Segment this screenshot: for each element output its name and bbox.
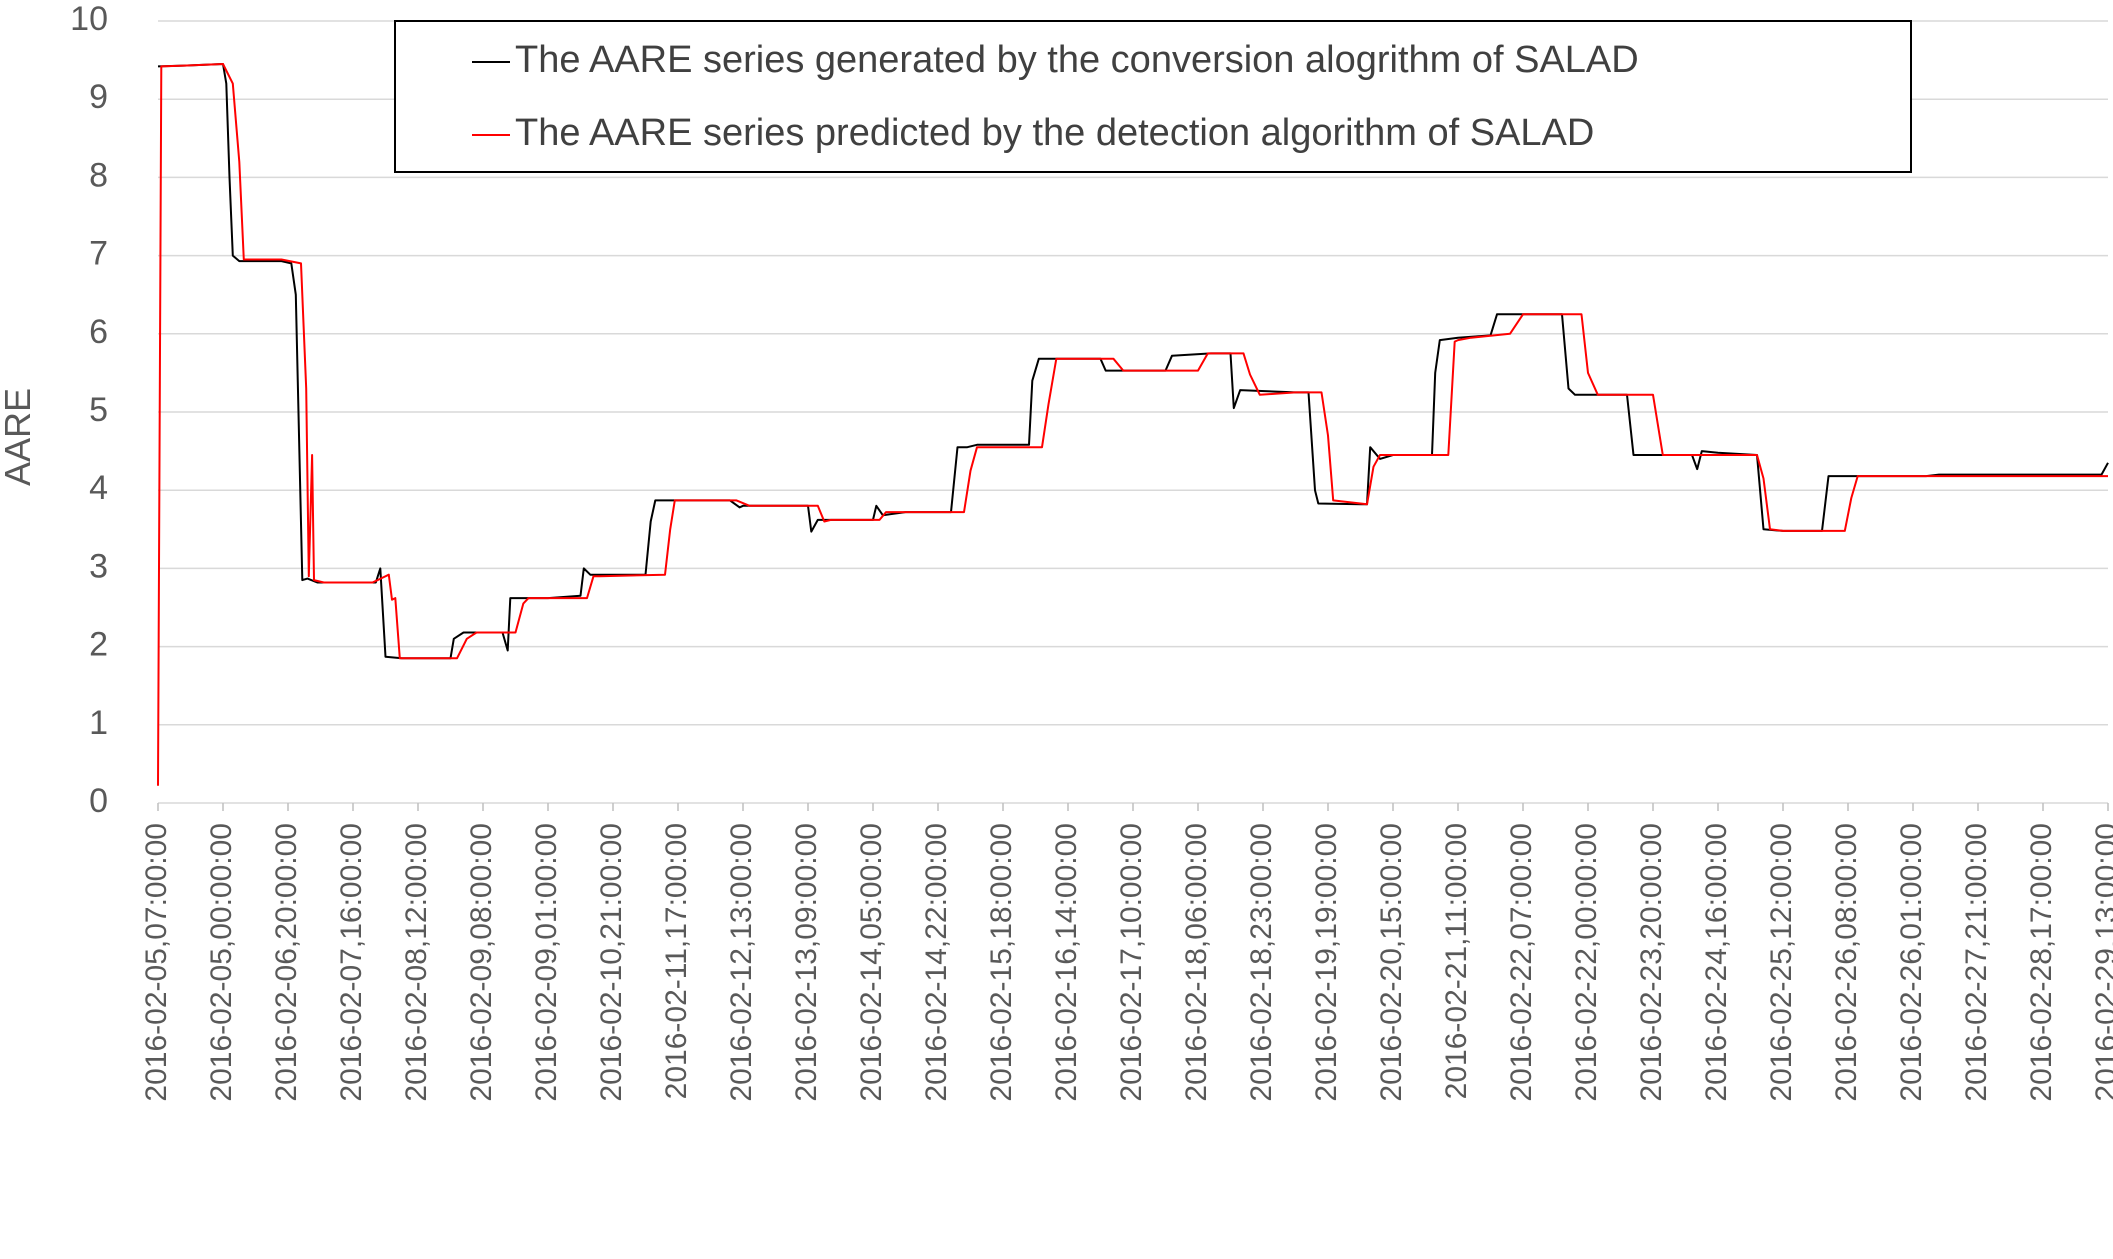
y-tick-label: 8	[89, 156, 108, 194]
y-tick-label: 4	[89, 469, 108, 507]
x-tick-label: 2016-02-18,06:00:00	[1180, 823, 1213, 1102]
x-tick-label: 2016-02-19,19:00:00	[1310, 823, 1343, 1102]
x-tick-label: 2016-02-10,21:00:00	[595, 823, 628, 1102]
legend-box	[394, 20, 1912, 173]
x-tick-label: 2016-02-27,21:00:00	[1960, 823, 1993, 1102]
y-tick-label: 7	[89, 235, 108, 273]
y-tick-label: 9	[89, 78, 108, 116]
x-tick-label: 2016-02-08,12:00:00	[400, 823, 433, 1102]
y-tick-label: 5	[89, 391, 108, 429]
x-tick-label: 2016-02-07,16:00:00	[335, 823, 368, 1102]
y-tick-label: 3	[89, 547, 108, 585]
y-tick-label: 10	[70, 0, 108, 38]
legend-label-conversion: The AARE series generated by the convers…	[515, 39, 1639, 81]
x-tick-label: 2016-02-24,16:00:00	[1700, 823, 1733, 1102]
x-tick-label: 2016-02-13,09:00:00	[790, 823, 823, 1102]
x-tick-label: 2016-02-14,05:00:00	[855, 823, 888, 1102]
x-tick-label: 2016-02-23,20:00:00	[1635, 823, 1668, 1102]
x-tick-label: 2016-02-05,07:00:00	[140, 823, 173, 1102]
series-line-conversion	[157, 63, 2109, 660]
x-tick-label: 2016-02-29,13:00:00	[2090, 823, 2113, 1102]
x-tick-label: 2016-02-26,01:00:00	[1895, 823, 1928, 1102]
x-tick-label: 2016-02-09,08:00:00	[465, 823, 498, 1102]
x-tick-label: 2016-02-12,13:00:00	[725, 823, 758, 1102]
x-tick-label: 2016-02-05,00:00:00	[205, 823, 238, 1102]
x-tick-label: 2016-02-22,07:00:00	[1505, 823, 1538, 1102]
x-tick-label: 2016-02-11,17:00:00	[660, 823, 693, 1099]
x-tick-label: 2016-02-14,22:00:00	[920, 823, 953, 1102]
legend-label-detection: The AARE series predicted by the detecti…	[515, 112, 1594, 154]
y-tick-label: 2	[89, 626, 108, 664]
x-tick-label: 2016-02-17,10:00:00	[1115, 823, 1148, 1102]
series-line-detection	[157, 63, 2108, 786]
legend: The AARE series generated by the convers…	[394, 20, 1912, 173]
x-axis-tick-labels: 2016-02-05,07:00:00 2016-02-05,00:00:00 20…	[140, 823, 2113, 1102]
y-tick-label: 6	[89, 313, 108, 351]
x-tick-label: 2016-02-06,20:00:00	[270, 823, 303, 1102]
x-tick-label: 2016-02-25,12:00:00	[1765, 823, 1798, 1102]
x-tick-label: 2016-02-21,11:00:00	[1440, 823, 1473, 1099]
x-tick-label: 2016-02-18,23:00:00	[1245, 823, 1278, 1102]
y-axis-tick-labels: 0 1 2 3 4 5 6 7 8 9 10	[70, 0, 108, 820]
x-tick-label: 2016-02-16,14:00:00	[1050, 823, 1083, 1102]
y-axis-title: AARE	[0, 388, 38, 486]
y-tick-label: 0	[89, 782, 108, 820]
x-tick-label: 2016-02-26,08:00:00	[1830, 823, 1863, 1102]
x-tick-label: 2016-02-09,01:00:00	[530, 823, 563, 1102]
x-tick-label: 2016-02-22,00:00:00	[1570, 823, 1603, 1102]
x-tick-label: 2016-02-15,18:00:00	[985, 823, 1018, 1102]
x-tick-label: 2016-02-28,17:00:00	[2025, 823, 2058, 1102]
y-tick-label: 1	[89, 704, 108, 742]
series-lines	[157, 63, 2109, 786]
x-tick-label: 2016-02-20,15:00:00	[1375, 823, 1408, 1102]
